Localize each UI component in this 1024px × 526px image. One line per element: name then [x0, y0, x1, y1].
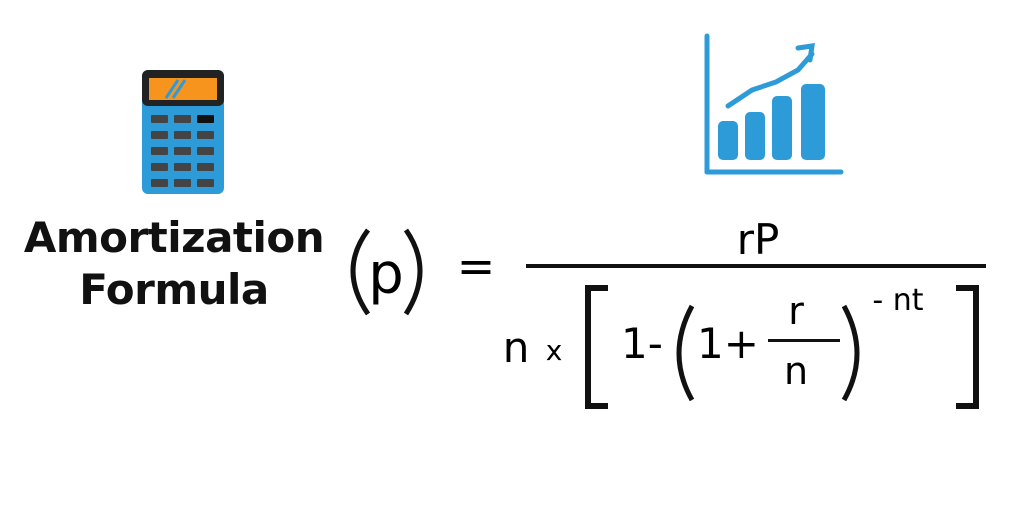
- fraction-r: r: [788, 289, 804, 333]
- inner-right-paren: [841, 304, 860, 402]
- right-paren-p: [403, 228, 423, 316]
- inner-fraction-bar: [768, 339, 840, 342]
- exponent: - nt: [872, 283, 923, 318]
- title-line-1: Amortization: [23, 213, 325, 262]
- growth-chart-icon: [704, 33, 844, 175]
- amortization-formula: p = rP n x 1- 1+ r n - nt: [350, 215, 986, 409]
- equals-sign: =: [457, 239, 496, 293]
- one-plus: 1+: [697, 319, 759, 368]
- inner-left-paren: [676, 304, 695, 402]
- title-line-2: Formula: [79, 265, 269, 314]
- calculator-icon: [142, 70, 224, 194]
- left-bracket: [585, 285, 608, 409]
- left-paren-p: [350, 228, 371, 316]
- payment-symbol: p: [368, 242, 404, 307]
- one-minus: 1-: [621, 319, 663, 368]
- right-bracket: [956, 285, 979, 409]
- denominator-n: n: [503, 323, 530, 372]
- fraction-n: n: [784, 349, 808, 393]
- numerator: rP: [737, 215, 780, 264]
- times-sign: x: [546, 334, 563, 367]
- formula-title: Amortization Formula: [14, 212, 334, 316]
- fraction-bar: [526, 264, 986, 268]
